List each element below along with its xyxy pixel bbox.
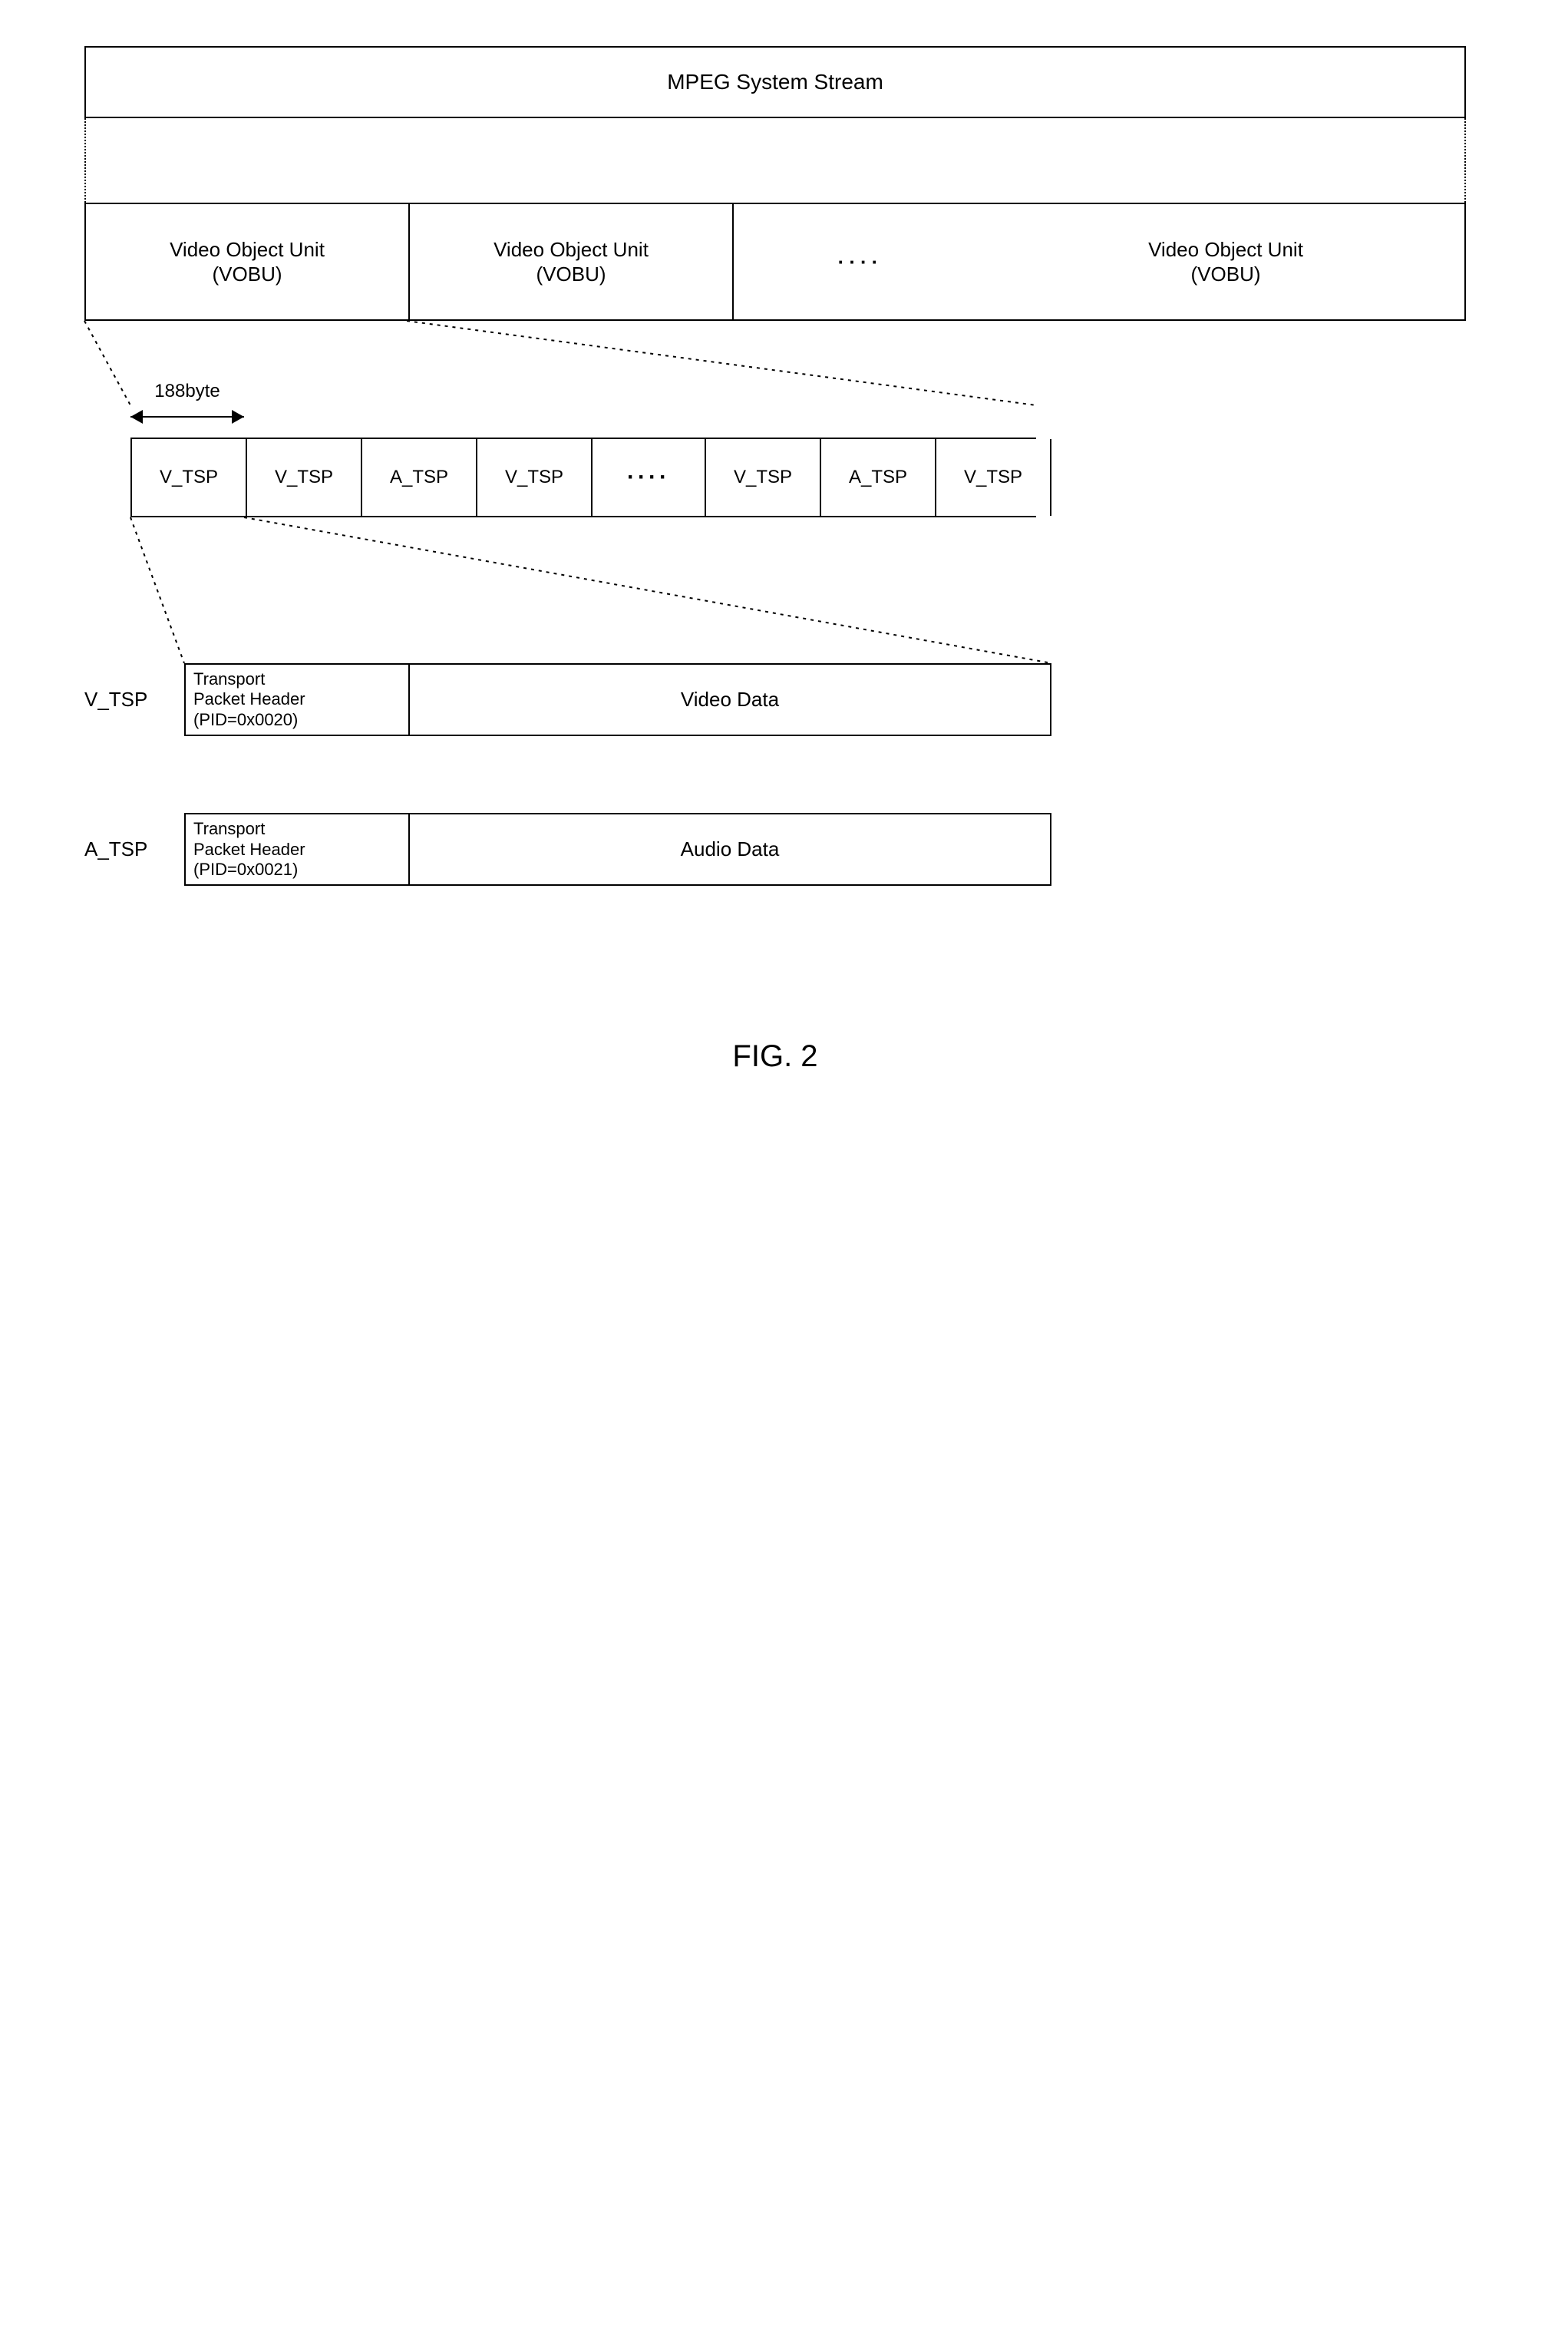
a-tsp-body: Transport Packet Header (PID=0x0021) Aud… [184, 813, 1051, 886]
tsp-cell: V_TSP [936, 439, 1051, 516]
figure-root: MPEG System Stream Video Object Unit (VO… [84, 46, 1466, 1074]
vobu-label-line2: (VOBU) [536, 262, 606, 287]
tsp-row-wrap: 188byte V_TSP V_TSP A_TSP V_TSP ···· V_T… [130, 405, 1036, 886]
packet-detail-wrap: V_TSP Transport Packet Header (PID=0x002… [84, 663, 1051, 886]
ellipsis-label: ···· [627, 464, 670, 490]
tsp-label: V_TSP [160, 467, 218, 488]
a-tsp-row-label: A_TSP [84, 813, 184, 886]
v-tsp-payload-label: Video Data [681, 688, 779, 712]
vobu-ellipsis: ···· [734, 204, 987, 319]
a-tsp-payload: Audio Data [410, 814, 1051, 884]
v-tsp-header-line3: (PID=0x0020) [193, 710, 401, 730]
tsp-cell: A_TSP [821, 439, 936, 516]
ellipsis-label: ···· [838, 249, 883, 275]
connector-l3-l4 [130, 517, 1036, 663]
vobu-row: Video Object Unit (VOBU) Video Object Un… [84, 203, 1466, 321]
packet-size-dimension: 188byte [130, 405, 244, 434]
connector-l1-l2-left [84, 118, 86, 203]
v-tsp-payload: Video Data [410, 665, 1051, 735]
vobu-label-line2: (VOBU) [213, 262, 282, 287]
figure-caption: FIG. 2 [84, 1039, 1466, 1074]
tsp-label: A_TSP [849, 467, 907, 488]
v-tsp-body: Transport Packet Header (PID=0x0020) Vid… [184, 663, 1051, 736]
connector-l1-l2 [84, 118, 1466, 203]
v-tsp-header-line1: Transport [193, 669, 401, 689]
a-tsp-header-line2: Packet Header [193, 840, 401, 860]
connector-l2-l3-svg [84, 321, 1466, 405]
tsp-row: V_TSP V_TSP A_TSP V_TSP ···· V_TSP A_TSP… [130, 438, 1036, 517]
vobu-label-line1: Video Object Unit [170, 237, 325, 263]
connector-l2-l3 [84, 321, 1466, 405]
tsp-cell: A_TSP [362, 439, 477, 516]
a-tsp-header-line1: Transport [193, 819, 401, 839]
tsp-cell: V_TSP [247, 439, 362, 516]
tsp-label: V_TSP [505, 467, 563, 488]
a-tsp-header: Transport Packet Header (PID=0x0021) [184, 814, 410, 884]
tsp-label: A_TSP [390, 467, 448, 488]
tsp-ellipsis: ···· [593, 439, 706, 516]
packet-size-label: 188byte [130, 381, 244, 402]
connector-l3-l4-svg [130, 517, 1036, 663]
tsp-cell: V_TSP [706, 439, 821, 516]
vobu-label-line1: Video Object Unit [1148, 237, 1303, 263]
arrow-right-icon [232, 410, 244, 424]
a-tsp-row: A_TSP Transport Packet Header (PID=0x002… [84, 813, 1051, 886]
vobu-cell: Video Object Unit (VOBU) [987, 204, 1466, 319]
vobu-label-line2: (VOBU) [1191, 262, 1261, 287]
v-tsp-header: Transport Packet Header (PID=0x0020) [184, 665, 410, 735]
a-tsp-header-line3: (PID=0x0021) [193, 860, 401, 880]
v-tsp-header-line2: Packet Header [193, 689, 401, 709]
v-tsp-row: V_TSP Transport Packet Header (PID=0x002… [84, 663, 1051, 736]
a-tsp-payload-label: Audio Data [681, 837, 780, 861]
v-tsp-row-label: V_TSP [84, 663, 184, 736]
vobu-label-line1: Video Object Unit [494, 237, 649, 263]
tsp-cell: V_TSP [477, 439, 593, 516]
connector-l1-l2-right [1464, 118, 1466, 203]
dimension-line [130, 416, 244, 418]
vobu-cell: Video Object Unit (VOBU) [410, 204, 734, 319]
vobu-cell: Video Object Unit (VOBU) [84, 204, 410, 319]
tsp-label: V_TSP [275, 467, 333, 488]
tsp-cell: V_TSP [130, 439, 247, 516]
arrow-left-icon [130, 410, 143, 424]
mpeg-system-stream-label: MPEG System Stream [667, 70, 883, 94]
tsp-label: V_TSP [964, 467, 1022, 488]
mpeg-system-stream-box: MPEG System Stream [84, 46, 1466, 118]
tsp-label: V_TSP [734, 467, 792, 488]
